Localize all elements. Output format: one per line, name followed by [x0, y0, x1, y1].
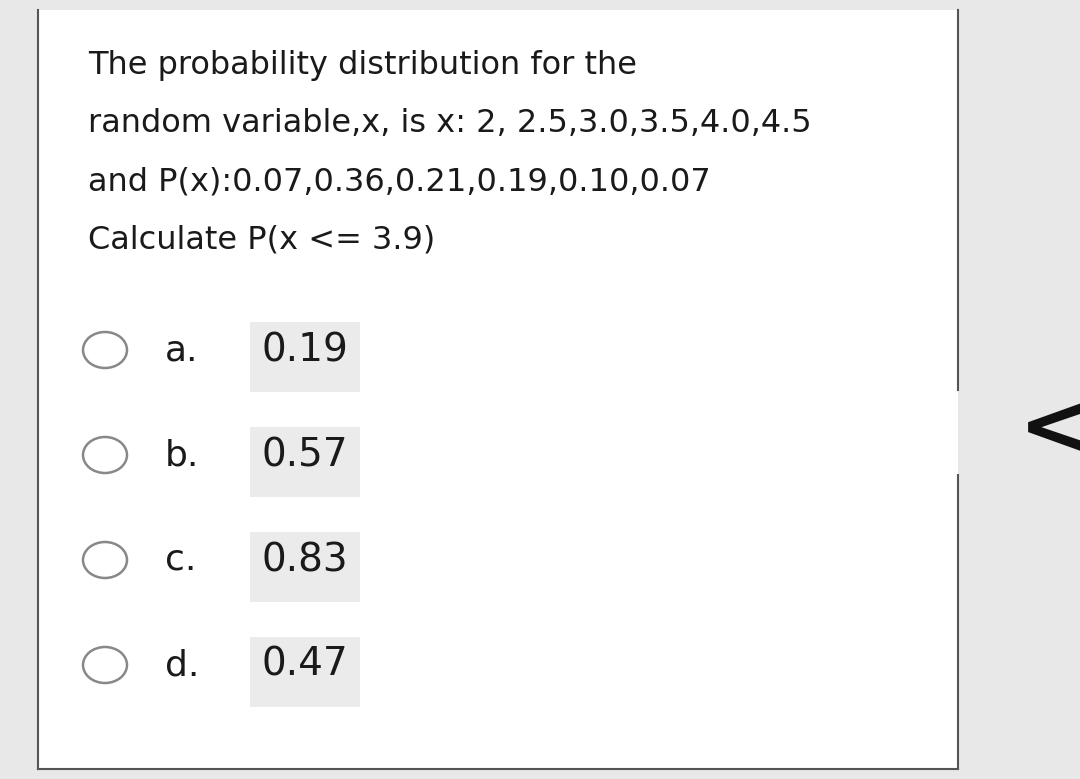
Text: b.: b.	[165, 438, 200, 472]
Bar	[249, 322, 360, 392]
Text: and P(x):0.07,0.36,0.21,0.19,0.10,0.07: and P(x):0.07,0.36,0.21,0.19,0.10,0.07	[87, 166, 711, 197]
Text: <: <	[1018, 389, 1080, 471]
Text: The probability distribution for the: The probability distribution for the	[87, 50, 637, 81]
Bar	[249, 532, 360, 602]
Text: Calculate P(x <= 3.9): Calculate P(x <= 3.9)	[87, 224, 435, 255]
Bar	[249, 427, 360, 497]
Text: a.: a.	[165, 333, 199, 367]
Text: random variable,x, is x: 2, 2.5,3.0,3.5,4.0,4.5: random variable,x, is x: 2, 2.5,3.0,3.5,…	[87, 108, 812, 139]
Text: 0.83: 0.83	[261, 541, 349, 579]
Text: d.: d.	[165, 648, 200, 682]
Bar	[38, 10, 958, 769]
Text: c.: c.	[165, 543, 197, 577]
Text: 0.19: 0.19	[261, 331, 349, 369]
Text: 0.47: 0.47	[261, 646, 349, 684]
Bar	[249, 637, 360, 707]
Text: 0.57: 0.57	[261, 436, 349, 474]
